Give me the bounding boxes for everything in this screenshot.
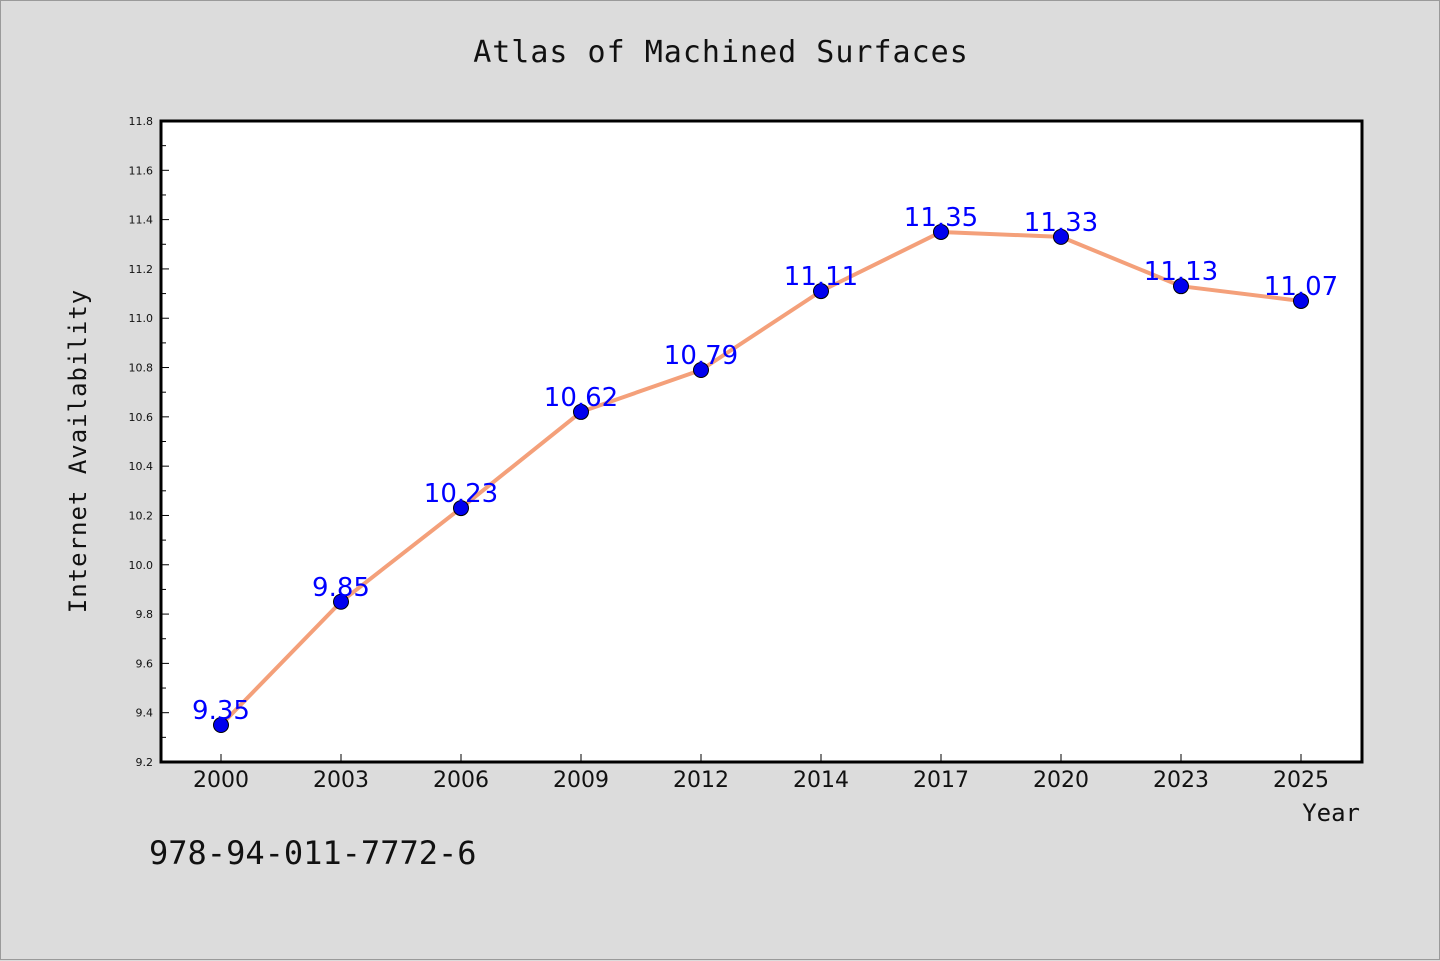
isbn-label: 978-94-011-7772-6 <box>149 834 477 872</box>
y-tick-label: 11.0 <box>129 312 154 325</box>
y-axis-title: Internet Availability <box>64 289 92 613</box>
data-point <box>1173 278 1189 295</box>
y-tick-label: 10.8 <box>129 362 154 375</box>
y-tick-label: 11.8 <box>129 115 154 128</box>
x-tick-label: 2006 <box>433 768 489 793</box>
x-tick-label: 2003 <box>313 768 369 793</box>
data-label: 11.35 <box>904 203 978 233</box>
data-point <box>813 283 829 300</box>
y-tick-label: 10.0 <box>129 559 154 572</box>
x-tick-label: 2000 <box>193 768 249 793</box>
y-tick-label: 9.6 <box>136 657 154 670</box>
data-point <box>933 223 949 240</box>
plot-frame <box>159 119 1364 764</box>
y-tick-label: 10.2 <box>129 509 154 522</box>
data-label: 10.79 <box>664 341 738 371</box>
y-tick-label: 10.6 <box>129 411 154 424</box>
data-label: 11.07 <box>1264 272 1338 302</box>
chart-title: Atlas of Machined Surfaces <box>473 35 969 70</box>
x-tick-label: 2014 <box>793 768 849 793</box>
data-point <box>1053 228 1069 245</box>
y-tick-label: 11.6 <box>129 164 154 177</box>
x-tick-label: 2017 <box>913 768 969 793</box>
plot-area <box>161 121 1362 762</box>
data-label: 9.85 <box>312 573 370 603</box>
data-label: 11.13 <box>1144 257 1218 287</box>
y-tick-label: 10.4 <box>129 460 154 473</box>
data-label: 10.62 <box>544 383 618 413</box>
data-label: 11.11 <box>784 262 858 292</box>
data-point <box>573 403 589 420</box>
series-layer: 9.35 9.85 10.23 10.62 10.79 11.11 11.35 11.33 11… <box>192 203 1338 734</box>
y-tick-label: 11.2 <box>129 263 154 276</box>
data-point <box>333 593 349 610</box>
x-tick-label: 2012 <box>673 768 729 793</box>
y-tick-label: 9.4 <box>136 707 154 720</box>
data-label: 10.23 <box>424 479 498 509</box>
x-axis: 2000 2003 2006 2009 2012 2014 2017 2020 2023 2025 <box>193 754 1329 793</box>
y-axis: 9.2 9.4 9.6 9.8 10.0 10.2 10.4 10.6 10.8 11.0 11.2… <box>129 115 169 769</box>
y-tick-label: 11.4 <box>129 214 154 227</box>
data-point <box>453 500 469 517</box>
data-label: 11.33 <box>1024 208 1098 238</box>
data-point <box>213 717 229 734</box>
x-axis-title: Year <box>1302 799 1360 827</box>
x-tick-label: 2025 <box>1273 768 1329 793</box>
data-point <box>693 362 709 379</box>
data-point <box>1293 292 1309 309</box>
y-tick-label: 9.8 <box>136 608 154 621</box>
data-label: 9.35 <box>192 696 250 726</box>
y-tick-label: 9.2 <box>136 756 154 769</box>
series-line <box>219 229 1303 728</box>
x-tick-label: 2020 <box>1033 768 1089 793</box>
x-tick-label: 2023 <box>1153 768 1209 793</box>
x-tick-label: 2009 <box>553 768 609 793</box>
